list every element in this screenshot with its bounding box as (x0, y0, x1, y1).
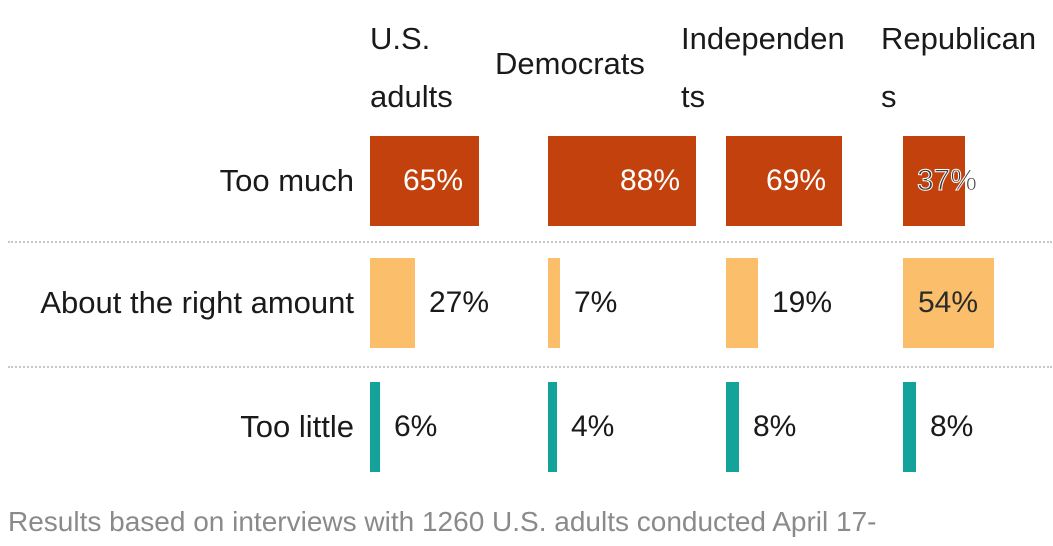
data-label: 4% (571, 410, 615, 443)
column-header-line: Democrats (495, 46, 645, 81)
column-header-line: Independen (681, 21, 845, 56)
row-label: About the right amount (40, 285, 354, 320)
bar (370, 382, 380, 472)
column-header-line: U.S. (370, 21, 431, 56)
bar (726, 382, 739, 472)
row-label: Too little (240, 409, 354, 444)
bar (903, 382, 916, 472)
bar (903, 258, 994, 348)
data-label: 37% (916, 164, 978, 198)
footnote: Results based on interviews with 1260 U.… (8, 506, 877, 537)
bar (726, 136, 842, 226)
column-header-line: ts (681, 79, 706, 114)
bar (370, 136, 479, 226)
bar (370, 258, 415, 348)
data-label: 65% (402, 164, 463, 197)
bar (903, 136, 965, 226)
data-label: 7% (574, 286, 618, 319)
row-label: Too much (219, 163, 354, 198)
data-label: 6% (394, 410, 438, 443)
column-header-line: adults (370, 79, 453, 114)
data-label: 8% (753, 410, 797, 443)
bar (548, 136, 696, 226)
data-label: 69% (765, 164, 826, 197)
row-divider (8, 366, 1052, 368)
data-label: 27% (429, 286, 490, 319)
data-label: 19% (772, 286, 833, 319)
data-label: 88% (619, 164, 680, 197)
data-label: 8% (930, 410, 974, 443)
data-label: 54% (917, 286, 978, 319)
bar (726, 258, 758, 348)
bar (548, 382, 557, 472)
bar (548, 258, 560, 348)
row-divider (8, 241, 1052, 243)
column-header-line: Republican (881, 21, 1037, 56)
column-header-line: s (881, 79, 897, 114)
